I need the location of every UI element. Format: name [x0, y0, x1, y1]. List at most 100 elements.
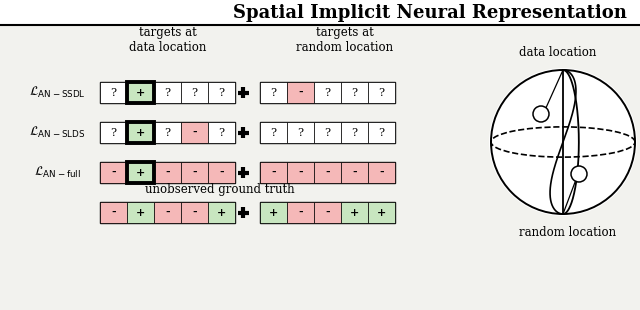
Bar [260, 202, 395, 223]
Bar [208, 122, 235, 143]
Text: Spatial Implicit Neural Representation: Spatial Implicit Neural Representation [233, 4, 627, 22]
Text: -: - [219, 167, 224, 178]
Text: ?: ? [271, 127, 276, 138]
Text: -: - [192, 167, 197, 178]
Text: +: + [377, 207, 386, 218]
Bar [287, 202, 314, 223]
Bar [181, 162, 208, 183]
Bar [208, 202, 235, 223]
Text: -: - [271, 167, 276, 178]
Circle shape [571, 166, 587, 182]
Bar [181, 202, 208, 223]
Text: $\mathcal{L}_{\mathrm{AN-SSDL}}$: $\mathcal{L}_{\mathrm{AN-SSDL}}$ [29, 85, 85, 100]
Text: ?: ? [324, 87, 330, 98]
Circle shape [489, 68, 637, 216]
Bar [154, 82, 181, 103]
Bar [341, 82, 368, 103]
Text: ?: ? [164, 87, 170, 98]
Bar [260, 122, 287, 143]
Bar [100, 202, 235, 223]
Text: -: - [325, 207, 330, 218]
Bar [314, 122, 341, 143]
Bar [100, 162, 235, 183]
Bar [181, 122, 208, 143]
Bar [314, 202, 341, 223]
Text: ?: ? [191, 87, 198, 98]
Text: targets at
random location: targets at random location [296, 26, 394, 54]
Bar [100, 202, 127, 223]
Bar [314, 82, 341, 103]
Bar [154, 162, 181, 183]
Text: +: + [217, 207, 226, 218]
Bar [287, 122, 314, 143]
Bar [100, 122, 235, 143]
Text: +: + [136, 207, 145, 218]
Text: -: - [192, 127, 197, 138]
Bar [154, 202, 181, 223]
Bar [208, 82, 235, 103]
Bar [181, 82, 208, 103]
Bar [260, 162, 395, 183]
Text: targets at
data location: targets at data location [129, 26, 207, 54]
Bar [100, 82, 235, 103]
Circle shape [533, 106, 549, 122]
Text: ?: ? [378, 127, 385, 138]
Text: -: - [298, 167, 303, 178]
Text: ?: ? [378, 87, 385, 98]
Text: -: - [111, 207, 116, 218]
Bar [127, 162, 154, 183]
Text: +: + [269, 207, 278, 218]
Text: unobserved ground truth: unobserved ground truth [145, 184, 295, 197]
Text: ?: ? [324, 127, 330, 138]
Bar [314, 162, 341, 183]
Text: ?: ? [111, 87, 116, 98]
Bar [127, 82, 154, 103]
Bar [127, 202, 154, 223]
Bar [368, 122, 395, 143]
Bar [260, 122, 395, 143]
Bar [341, 122, 368, 143]
Text: random location: random location [520, 225, 616, 238]
Bar [127, 122, 154, 143]
Bar [127, 82, 154, 103]
Text: ?: ? [218, 127, 225, 138]
Text: ?: ? [164, 127, 170, 138]
Text: ?: ? [351, 87, 358, 98]
Bar [260, 202, 287, 223]
Bar [0, 0, 640, 25]
Bar [260, 162, 287, 183]
Text: -: - [379, 167, 384, 178]
Text: -: - [192, 207, 197, 218]
Text: -: - [165, 167, 170, 178]
Text: ?: ? [298, 127, 303, 138]
Bar [368, 162, 395, 183]
Bar [368, 202, 395, 223]
Text: -: - [165, 207, 170, 218]
Text: +: + [350, 207, 359, 218]
Text: ?: ? [218, 87, 225, 98]
Bar [287, 82, 314, 103]
Text: +: + [136, 127, 145, 138]
Text: ?: ? [111, 127, 116, 138]
Text: $\mathcal{L}_{\mathrm{AN-SLDS}}$: $\mathcal{L}_{\mathrm{AN-SLDS}}$ [29, 125, 85, 140]
Bar [127, 122, 154, 143]
Text: data location: data location [519, 46, 596, 59]
Text: -: - [298, 87, 303, 98]
Bar [100, 122, 127, 143]
Bar [208, 162, 235, 183]
Bar [127, 162, 154, 183]
Text: -: - [111, 167, 116, 178]
Bar [260, 82, 287, 103]
Text: +: + [136, 87, 145, 98]
Text: ?: ? [351, 127, 358, 138]
Bar [341, 162, 368, 183]
Text: +: + [136, 167, 145, 178]
Text: -: - [298, 207, 303, 218]
Bar [100, 162, 127, 183]
Text: -: - [352, 167, 357, 178]
Text: -: - [325, 167, 330, 178]
Circle shape [491, 70, 635, 214]
Text: ?: ? [271, 87, 276, 98]
Bar [260, 82, 395, 103]
Bar [368, 82, 395, 103]
